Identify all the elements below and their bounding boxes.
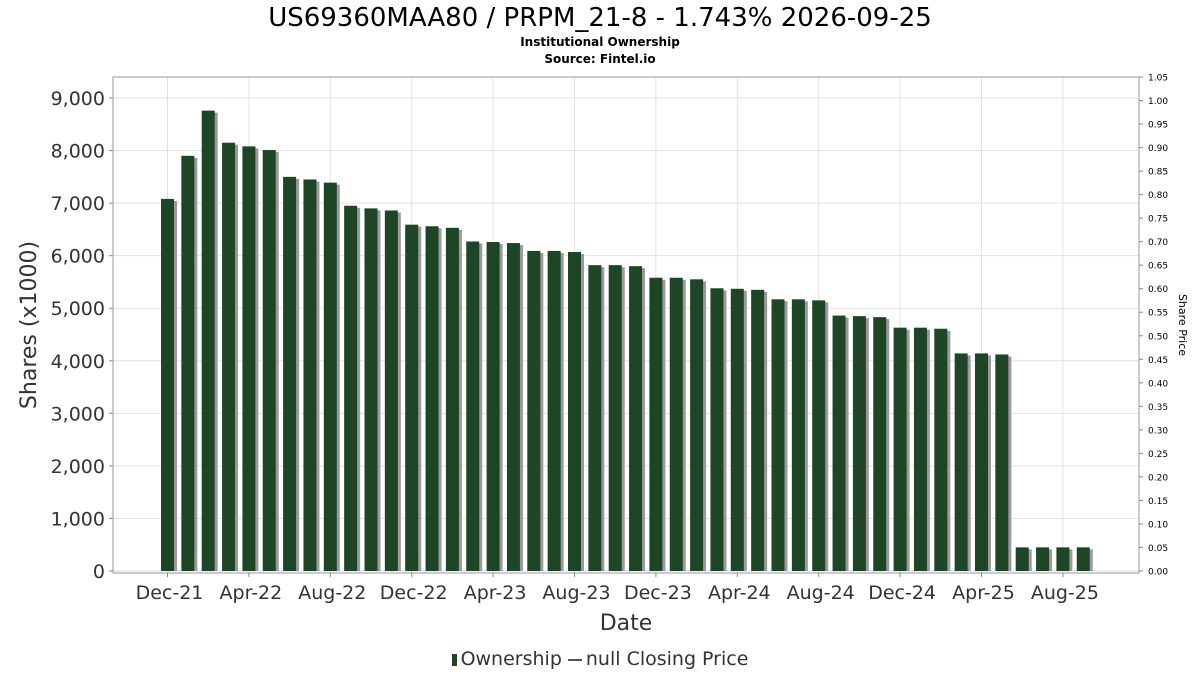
bar: [934, 329, 947, 571]
bar: [1036, 547, 1049, 571]
y2-tick-label: 0.55: [1148, 309, 1168, 319]
y-tick-label: 2,000: [51, 456, 105, 478]
bar: [161, 199, 174, 571]
bar: [751, 290, 764, 571]
y-tick-label: 6,000: [51, 246, 105, 268]
bar: [710, 288, 723, 571]
bar: [731, 289, 744, 571]
y2-tick-label: 0.50: [1148, 332, 1168, 342]
legend-ownership-swatch: [452, 654, 457, 666]
y2-tick-label: 0.25: [1148, 450, 1168, 460]
y2-tick-label: 0.65: [1148, 262, 1168, 272]
bar: [894, 328, 907, 571]
x-tick-label: Dec-21: [136, 582, 204, 604]
y2-tick-label: 0.35: [1148, 403, 1168, 413]
y2-tick-label: 0.80: [1148, 191, 1168, 201]
y2-tick-label: 0.90: [1148, 144, 1168, 154]
bar: [772, 299, 785, 571]
y2-axis-label: Share Price: [1176, 294, 1189, 356]
bar: [303, 179, 316, 571]
bar: [487, 242, 500, 571]
bar: [507, 243, 520, 571]
y2-tick-label: 0.70: [1148, 238, 1168, 248]
y2-tick-label: 0.95: [1148, 121, 1168, 131]
y-tick-label: 8,000: [51, 141, 105, 163]
y2-tick-label: 0.10: [1148, 520, 1168, 530]
bar: [690, 279, 703, 571]
bar: [446, 228, 459, 571]
bar: [833, 316, 846, 571]
x-tick-label: Aug-25: [1031, 582, 1099, 604]
x-tick-label: Aug-22: [298, 582, 366, 604]
bar: [1077, 547, 1090, 571]
y-tick-label: 9,000: [51, 88, 105, 110]
y2-tick-label: 0.40: [1148, 379, 1168, 389]
x-tick-label: Dec-23: [624, 582, 692, 604]
y2-tick-label: 1.00: [1148, 97, 1168, 107]
bar: [670, 278, 683, 571]
bar: [1016, 547, 1029, 571]
bar: [283, 177, 296, 571]
y2-tick-label: 1.05: [1148, 74, 1168, 84]
x-tick-label: Apr-25: [952, 582, 1015, 604]
bar: [609, 265, 622, 571]
x-tick-label: Dec-24: [868, 582, 936, 604]
bar: [365, 208, 378, 571]
legend-ownership-label: Ownership: [461, 648, 562, 670]
bar: [548, 251, 561, 571]
y-tick-label: 1,000: [51, 508, 105, 530]
bar: [385, 210, 398, 571]
x-axis-label: Date: [600, 611, 653, 636]
x-tick-label: Aug-23: [542, 582, 610, 604]
legend-price-line: [568, 659, 582, 661]
x-tick-label: Apr-22: [220, 582, 283, 604]
bar: [873, 317, 886, 571]
bar: [588, 265, 601, 571]
y-tick-label: 7,000: [51, 193, 105, 215]
y2-tick-label: 0.20: [1148, 473, 1168, 483]
bar: [426, 226, 439, 571]
x-tick-label: Apr-24: [708, 582, 771, 604]
y2-tick-label: 0.45: [1148, 356, 1168, 366]
x-tick-label: Dec-22: [380, 582, 448, 604]
legend-price-label: null Closing Price: [586, 648, 749, 670]
y-tick-label: 4,000: [51, 351, 105, 373]
y2-tick-label: 0.05: [1148, 544, 1168, 554]
bar: [975, 353, 988, 571]
bar: [812, 300, 825, 571]
y2-tick-label: 0.15: [1148, 497, 1168, 507]
y2-tick-label: 0.30: [1148, 426, 1168, 436]
y-tick-label: 5,000: [51, 298, 105, 320]
bar: [527, 251, 540, 571]
bar: [568, 252, 581, 571]
bar: [222, 143, 235, 571]
bar: [792, 299, 805, 571]
y2-tick-label: 0.60: [1148, 285, 1168, 295]
y-axis-label: Shares (x1000): [17, 241, 42, 409]
y2-tick-label: 0.85: [1148, 168, 1168, 178]
y-tick-label: 3,000: [51, 403, 105, 425]
bar: [242, 146, 255, 571]
bar: [1056, 547, 1069, 571]
bar: [914, 328, 927, 571]
bar: [344, 206, 357, 571]
legend: Ownership null Closing Price: [0, 647, 1200, 671]
x-tick-label: Apr-23: [464, 582, 527, 604]
bar: [324, 183, 337, 571]
bar: [181, 156, 194, 571]
y2-tick-label: 0.00: [1148, 568, 1168, 578]
bar: [405, 225, 418, 571]
x-tick-label: Aug-24: [787, 582, 855, 604]
bar: [955, 353, 968, 571]
bar: [995, 354, 1008, 571]
bar: [649, 278, 662, 571]
bar: [629, 266, 642, 571]
bar: [466, 241, 479, 571]
y2-tick-label: 0.75: [1148, 215, 1168, 225]
bar: [202, 111, 215, 571]
bar: [263, 150, 276, 571]
y-tick-label: 0: [93, 561, 105, 583]
bar: [853, 316, 866, 571]
